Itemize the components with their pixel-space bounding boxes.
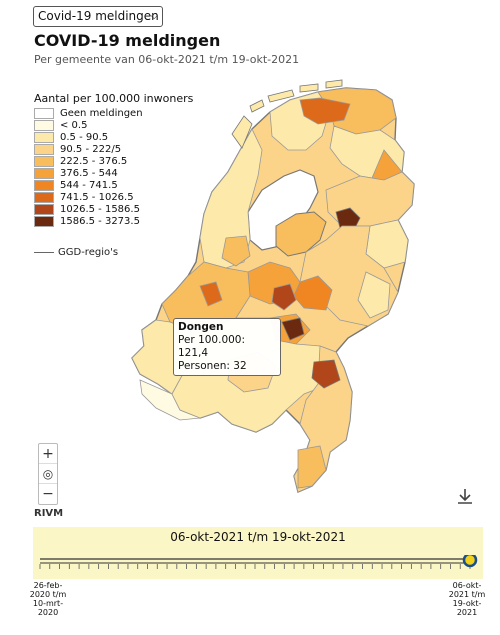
legend-item: 0.5 - 90.5 <box>34 131 193 143</box>
page-title: COVID-19 meldingen <box>34 31 221 50</box>
legend-swatch <box>34 131 54 143</box>
download-icon[interactable] <box>455 487 475 507</box>
timeline-end-line-3: 19-okt- <box>452 599 482 608</box>
legend-item: < 0.5 <box>34 119 193 131</box>
map-legend: Aantal per 100.000 inwoners Geen melding… <box>34 92 193 227</box>
map-region-flevoland[interactable] <box>275 211 327 257</box>
dataset-select-value: Covid-19 meldingen <box>38 9 159 23</box>
zoom-in-button[interactable]: + <box>39 444 57 464</box>
timeline-start-line-1: 26-feb- <box>33 581 63 590</box>
legend-swatch <box>34 167 54 179</box>
legend-item: 741.5 - 1026.5 <box>34 191 193 203</box>
timeline-panel: 06-okt-2021 t/m 19-okt-2021 <box>33 527 483 579</box>
timeline-end-line-2: 2021 t/m <box>448 590 486 599</box>
map-region-texel[interactable] <box>231 115 253 149</box>
page-subtitle: Per gemeente van 06-okt-2021 t/m 19-okt-… <box>34 53 300 66</box>
map-region-utrecht-hot[interactable] <box>271 283 297 311</box>
map-region-vlieland[interactable] <box>249 99 265 113</box>
map-region-rivierenland-hot[interactable] <box>281 317 305 341</box>
legend-label: 1586.5 - 3273.5 <box>60 215 140 227</box>
legend-label: 222.5 - 376.5 <box>60 155 128 167</box>
map-region-zuid-holland-hot[interactable] <box>199 281 223 307</box>
legend-items: Geen meldingen < 0.5 0.5 - 90.5 90.5 - 222/… <box>34 107 193 227</box>
timeline-start-line-2: 2020 t/m <box>29 590 67 599</box>
zoom-control: + ◎ − <box>38 443 58 505</box>
legend-label: 0.5 - 90.5 <box>60 131 109 143</box>
legend-label: < 0.5 <box>60 119 88 131</box>
locate-button[interactable]: ◎ <box>39 464 57 484</box>
zoom-out-button[interactable]: − <box>42 486 54 502</box>
legend-swatch <box>34 191 54 203</box>
legend-item: Geen meldingen <box>34 107 193 119</box>
dataset-select[interactable]: Covid-19 meldingen ⌵ <box>33 6 163 27</box>
legend-item: 376.5 - 544 <box>34 167 193 179</box>
timeline-end-line-4: 2021 <box>456 608 478 617</box>
ggd-line-icon <box>34 252 54 253</box>
tooltip-persons: Personen: 32 <box>178 360 247 372</box>
timeline-start-line-4: 2020 <box>37 608 59 617</box>
timeline-handle[interactable] <box>462 555 478 568</box>
legend-swatch <box>34 119 54 131</box>
map-region-staphorst[interactable] <box>335 207 361 231</box>
timeline-ticks <box>39 564 471 569</box>
timeline-slider[interactable] <box>0 555 500 581</box>
timeline-start-label: 26-feb- 2020 t/m 10-mrt- 2020 <box>27 581 69 617</box>
map-region-limburg-noord-hot[interactable] <box>311 359 341 389</box>
map-region-noord-holland[interactable] <box>199 128 263 269</box>
map-region-groningen-hot[interactable] <box>299 97 351 125</box>
legend-swatch <box>34 143 54 155</box>
legend-label: 1026.5 - 1586.5 <box>60 203 140 215</box>
netherlands-map[interactable] <box>0 0 500 520</box>
legend-ggd-label: GGD-regio's <box>58 247 119 258</box>
legend-item: 222.5 - 376.5 <box>34 155 193 167</box>
timeline-start-line-3: 10-mrt- <box>32 599 64 608</box>
map-region-achterhoek[interactable] <box>357 271 391 319</box>
legend-item: 1026.5 - 1586.5 <box>34 203 193 215</box>
map-region-ameland[interactable] <box>299 83 319 93</box>
legend-item: 544 - 741.5 <box>34 179 193 191</box>
legend-swatch <box>34 155 54 167</box>
chevron-down-icon: ⌵ <box>150 11 158 22</box>
attribution: RIVM <box>34 508 64 519</box>
map-tooltip: Dongen Per 100.000: 121,4 Personen: 32 <box>173 318 281 376</box>
legend-title: Aantal per 100.000 inwoners <box>34 92 194 105</box>
map-water-ijsselmeer <box>247 169 319 251</box>
legend-item: 90.5 - 222/5 <box>34 143 193 155</box>
tooltip-name: Dongen <box>178 321 224 333</box>
legend-label: 741.5 - 1026.5 <box>60 191 134 203</box>
legend-swatch <box>34 107 54 119</box>
map-region-limburg-zuid[interactable] <box>297 445 327 489</box>
map-region-terschelling[interactable] <box>267 89 295 103</box>
timeline-end-line-1: 06-okt- <box>452 581 482 590</box>
timeline-label: 06-okt-2021 t/m 19-okt-2021 <box>170 530 346 544</box>
legend-item: 1586.5 - 3273.5 <box>34 215 193 227</box>
legend-label: 376.5 - 544 <box>60 167 118 179</box>
map-region-schiermonnikoog[interactable] <box>325 79 343 89</box>
legend-ggd-regions: GGD-regio's <box>34 247 118 258</box>
legend-swatch <box>34 179 54 191</box>
tooltip-per100k: Per 100.000: 121,4 <box>178 334 246 359</box>
legend-label: 90.5 - 222/5 <box>60 143 122 155</box>
legend-swatch <box>34 215 54 227</box>
legend-label: 544 - 741.5 <box>60 179 118 191</box>
timeline-end-label: 06-okt- 2021 t/m 19-okt- 2021 <box>446 581 488 617</box>
target-icon: ◎ <box>42 467 54 481</box>
map-region-amsterdam[interactable] <box>221 235 251 267</box>
legend-label: Geen meldingen <box>60 107 143 119</box>
legend-swatch <box>34 203 54 215</box>
